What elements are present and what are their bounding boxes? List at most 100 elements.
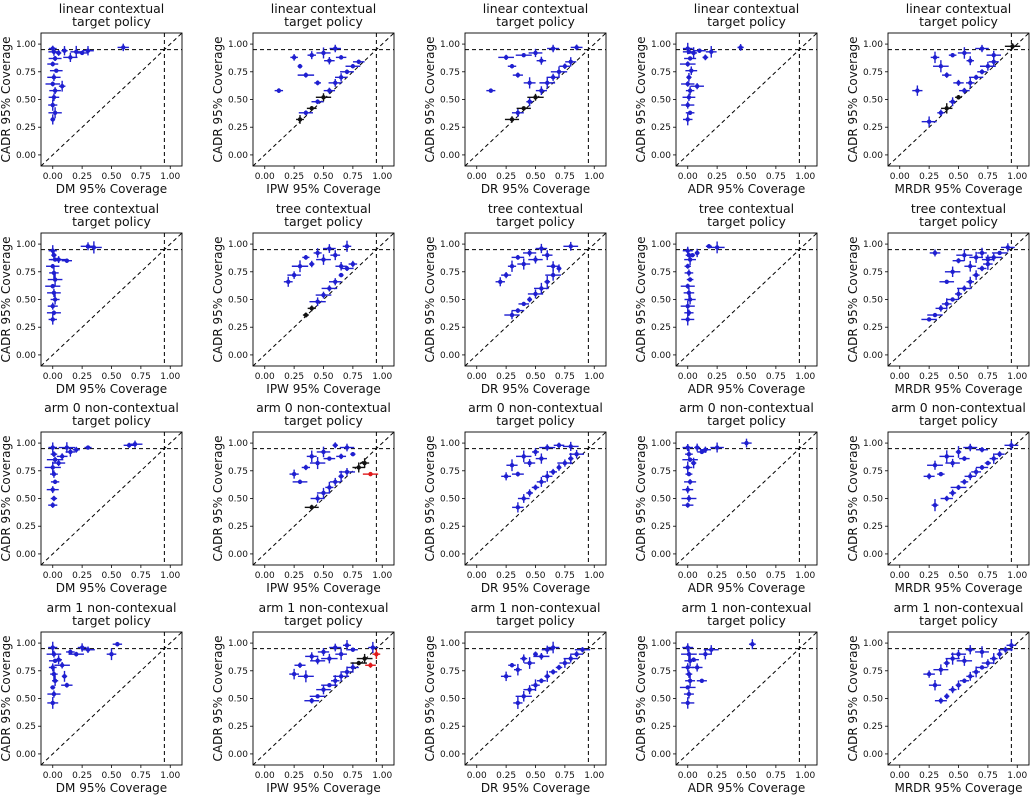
data-point bbox=[292, 479, 308, 485]
x-tick-label: 0.25 bbox=[72, 172, 92, 182]
y-tick-label: 0.75 bbox=[440, 268, 460, 278]
y-axis-label: CADR 95% Coverage bbox=[634, 237, 648, 363]
point-marker bbox=[521, 301, 526, 307]
point-marker bbox=[350, 451, 356, 457]
point-marker bbox=[545, 674, 550, 679]
point-marker bbox=[979, 465, 985, 470]
y-tick-label: 0.25 bbox=[16, 123, 36, 133]
point-marker bbox=[356, 465, 361, 470]
data-point bbox=[960, 479, 969, 485]
y-tick-label: 0.25 bbox=[16, 323, 36, 333]
point-marker bbox=[938, 64, 944, 69]
data-point bbox=[682, 485, 694, 494]
data-point bbox=[526, 97, 533, 107]
y-tick-label: 0.00 bbox=[228, 351, 248, 361]
x-tick-label: 1.00 bbox=[1007, 571, 1027, 581]
y-tick-label: 0.00 bbox=[863, 351, 883, 361]
point-marker bbox=[690, 252, 695, 258]
point-marker bbox=[997, 451, 1002, 457]
data-point bbox=[516, 106, 531, 111]
point-marker bbox=[979, 250, 985, 256]
data-point bbox=[517, 258, 531, 270]
data-point bbox=[504, 310, 520, 320]
data-point bbox=[330, 250, 341, 261]
y-tick-label: 0.75 bbox=[228, 268, 248, 278]
point-marker bbox=[515, 308, 521, 313]
point-marker bbox=[932, 463, 938, 468]
point-marker bbox=[686, 691, 692, 697]
y-tick-label: 0.50 bbox=[863, 96, 883, 106]
point-marker bbox=[950, 687, 955, 692]
point-marker bbox=[309, 106, 314, 111]
panel-title-line2: target policy bbox=[284, 413, 363, 428]
panel-title-line1: arm 0 non-contextual bbox=[256, 400, 391, 415]
y-axis-label: CADR 95% Coverage bbox=[0, 436, 13, 562]
panel-title-line2: target policy bbox=[919, 413, 998, 428]
point-marker bbox=[973, 75, 979, 80]
data-point bbox=[106, 648, 117, 661]
point-marker bbox=[521, 454, 526, 459]
data-point bbox=[681, 313, 695, 326]
point-marker bbox=[52, 88, 58, 93]
point-marker bbox=[315, 460, 320, 466]
panel-title-line1: arm 1 non-contexual bbox=[682, 600, 812, 615]
data-point bbox=[556, 264, 562, 273]
x-tick-label: 0.50 bbox=[736, 571, 756, 581]
point-marker bbox=[362, 460, 367, 466]
point-marker bbox=[533, 683, 538, 688]
point-marker bbox=[309, 52, 314, 58]
data-point bbox=[947, 297, 959, 302]
point-marker bbox=[550, 469, 556, 475]
point-marker bbox=[515, 505, 521, 510]
data-point bbox=[921, 116, 937, 127]
x-tick-label: 0.00 bbox=[890, 571, 910, 581]
data-point bbox=[309, 456, 326, 470]
data-point bbox=[291, 260, 309, 273]
data-point bbox=[953, 79, 964, 86]
point-marker bbox=[333, 479, 338, 485]
data-point bbox=[986, 50, 1001, 60]
point-marker bbox=[691, 460, 696, 466]
x-tick-label: 0.25 bbox=[72, 372, 92, 382]
y-tick-label: 0.00 bbox=[863, 151, 883, 161]
data-point bbox=[48, 442, 58, 453]
y-tick-label: 0.25 bbox=[228, 722, 248, 732]
data-point bbox=[528, 255, 543, 264]
point-marker bbox=[333, 678, 338, 683]
data-point bbox=[356, 653, 373, 664]
data-point bbox=[983, 258, 993, 270]
point-marker bbox=[344, 469, 350, 475]
data-point bbox=[748, 639, 756, 650]
point-marker bbox=[694, 665, 700, 670]
point-marker bbox=[950, 656, 955, 661]
x-tick-label: 0.50 bbox=[948, 771, 968, 781]
data-point bbox=[699, 446, 711, 453]
data-point bbox=[315, 291, 332, 299]
point-marker bbox=[686, 270, 692, 276]
diagonal-reference-line bbox=[465, 233, 606, 366]
point-marker bbox=[580, 647, 585, 652]
data-point bbox=[964, 260, 977, 272]
point-marker bbox=[973, 669, 979, 675]
point-marker bbox=[685, 264, 690, 269]
point-marker bbox=[503, 674, 509, 679]
plot-area bbox=[253, 233, 394, 366]
data-point bbox=[48, 502, 58, 508]
data-point bbox=[972, 270, 980, 280]
x-axis-label: MRDR 95% Coverage bbox=[894, 581, 1022, 595]
data-point bbox=[516, 450, 532, 463]
panel-title-line1: tree contextual bbox=[699, 201, 794, 216]
y-axis-label: CADR 95% Coverage bbox=[211, 436, 225, 562]
data-point bbox=[996, 649, 1003, 659]
data-point bbox=[694, 248, 700, 258]
point-marker bbox=[338, 651, 344, 657]
data-point bbox=[50, 470, 58, 478]
data-point bbox=[956, 655, 973, 666]
data-point bbox=[325, 481, 334, 494]
data-point bbox=[981, 659, 994, 667]
point-marker bbox=[333, 252, 338, 258]
point-marker bbox=[950, 297, 955, 302]
data-point bbox=[684, 263, 691, 269]
